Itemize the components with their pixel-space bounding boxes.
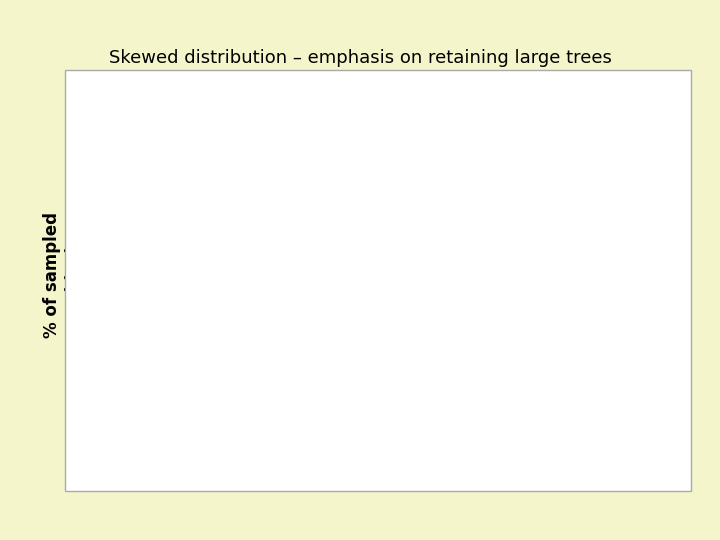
Text: baseline level: baseline level (273, 248, 387, 266)
X-axis label: category of large tree abundance: category of large tree abundance (239, 471, 553, 489)
Bar (427, 219, 502, 432)
Text: Skewed distribution – emphasis on retaining large trees: Skewed distribution – emphasis on retain… (109, 49, 611, 66)
Bar (153, 401, 228, 432)
Y-axis label: % of sampled
cutblocks: % of sampled cutblocks (43, 212, 82, 339)
Bar (290, 307, 365, 432)
Bar (564, 181, 639, 432)
